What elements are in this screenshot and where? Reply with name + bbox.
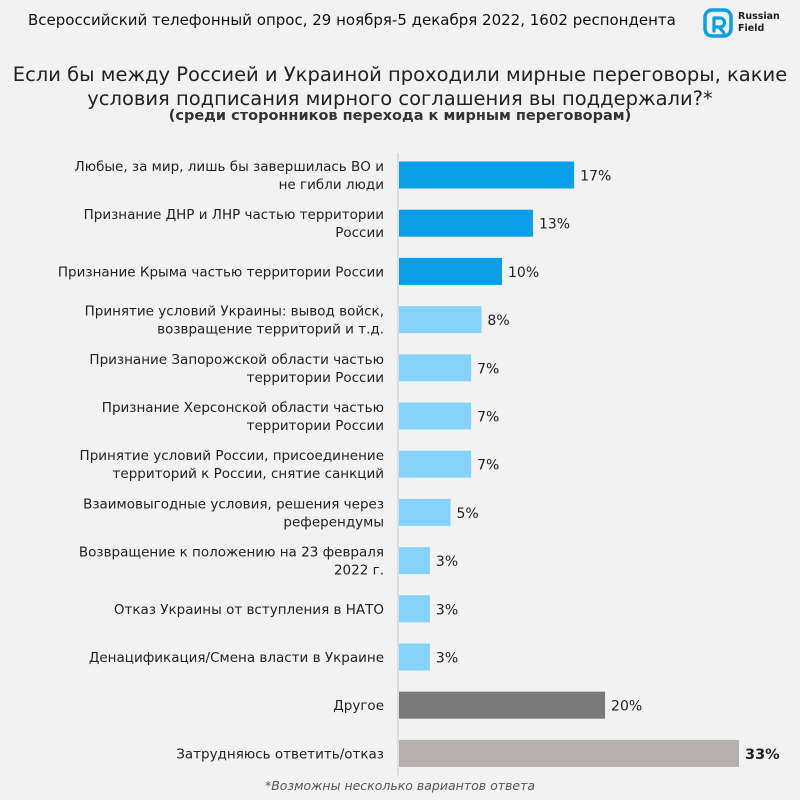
category-label: Другое — [333, 698, 384, 714]
bar — [399, 547, 430, 575]
brand-logo: Russian Field — [703, 8, 793, 42]
value-label: 5% — [457, 506, 479, 522]
category-label-line: Другое — [333, 698, 384, 714]
category-label: Принятие условий Украины: вывод войск, во… — [85, 304, 384, 338]
value-label: 20% — [611, 699, 642, 715]
category-label: Взаимовыгодные условия, решения через реф… — [83, 496, 384, 530]
category-label-line: Признание Запорожской области частью — [89, 352, 384, 368]
bar — [399, 498, 451, 526]
category-label-line: территории России — [247, 418, 384, 434]
category-label: Отказ Украины от вступления в НАТО — [114, 602, 384, 618]
category-label-line: России — [335, 225, 384, 241]
bar — [399, 257, 503, 285]
value-label: 7% — [477, 410, 499, 426]
category-label: Признание ДНР и ЛНР частью территории Рос… — [84, 207, 384, 241]
category-label-line: Признание Херсонской области частью — [102, 400, 384, 416]
logo-icon — [703, 8, 733, 38]
category-label-line: возвращение территорий и т.д. — [157, 322, 384, 338]
bar — [399, 739, 739, 767]
category-label-line: Отказ Украины от вступления в НАТО — [114, 602, 384, 618]
value-label: 10% — [508, 265, 539, 281]
bar — [399, 354, 472, 382]
category-label-line: территорий к России, снятие санкций — [113, 466, 384, 482]
category-label: Денацификация/Смена власти в Украине — [89, 650, 384, 666]
value-label: 3% — [436, 554, 458, 570]
category-label-line: Признание ДНР и ЛНР частью территории — [84, 207, 384, 223]
category-label-line: Затрудняюсь ответить/отказ — [176, 746, 384, 762]
bar — [399, 209, 533, 237]
bar — [399, 402, 472, 430]
category-label-line: Возвращение к положению на 23 февраля — [79, 545, 384, 561]
category-label: Признание Крыма частью территории России — [58, 264, 384, 280]
value-label: 33% — [745, 747, 780, 763]
bar — [399, 595, 430, 623]
category-label: Любые, за мир, лишь бы завершилась ВО и н… — [75, 159, 384, 193]
survey-info: Всероссийский телефонный опрос, 29 ноябр… — [28, 11, 676, 29]
bar — [399, 161, 575, 189]
value-label: 3% — [436, 651, 458, 667]
value-label: 17% — [580, 169, 611, 185]
bar — [399, 450, 472, 478]
bar — [399, 643, 430, 671]
logo-word: Russian — [738, 11, 780, 22]
bar — [399, 691, 606, 719]
category-label: Затрудняюсь ответить/отказ — [176, 746, 384, 762]
value-label: 13% — [539, 217, 570, 233]
category-label-line: 2022 г. — [334, 563, 384, 579]
category-label-line: Принятие условий Украины: вывод войск, — [85, 304, 384, 320]
category-label-line: Взаимовыгодные условия, решения через — [83, 496, 384, 512]
category-label-line: Принятие условий России, присоединение — [80, 448, 384, 464]
value-label: 3% — [436, 602, 458, 618]
logo-text: Russian Field — [738, 11, 780, 35]
category-label-line: Любые, за мир, лишь бы завершилась ВО и — [75, 159, 384, 175]
value-label: 8% — [487, 313, 509, 329]
category-label: Возвращение к положению на 23 февраля 202… — [79, 545, 384, 579]
category-label-line: Денацификация/Смена власти в Украине — [89, 650, 384, 666]
value-label: 7% — [477, 458, 499, 474]
footnote: *Возможны несколько вариантов ответа — [264, 778, 536, 793]
category-label: Признание Запорожской области частью терр… — [89, 352, 384, 386]
category-label-line: референдумы — [283, 514, 384, 530]
category-label: Принятие условий России, присоединение те… — [80, 448, 384, 482]
logo-word: Field — [738, 23, 765, 34]
category-label-line: не гибли люди — [279, 177, 384, 193]
category-label: Признание Херсонской области частью терри… — [102, 400, 384, 434]
value-label: 7% — [477, 361, 499, 377]
chart-subtitle: (среди сторонников перехода к мирным пер… — [168, 108, 632, 124]
category-label-line: Признание Крыма частью территории России — [58, 264, 384, 280]
category-label-line: территории России — [247, 370, 384, 386]
bar — [399, 306, 482, 334]
chart-title: Если бы между Россией и Украиной проходи… — [12, 63, 788, 110]
